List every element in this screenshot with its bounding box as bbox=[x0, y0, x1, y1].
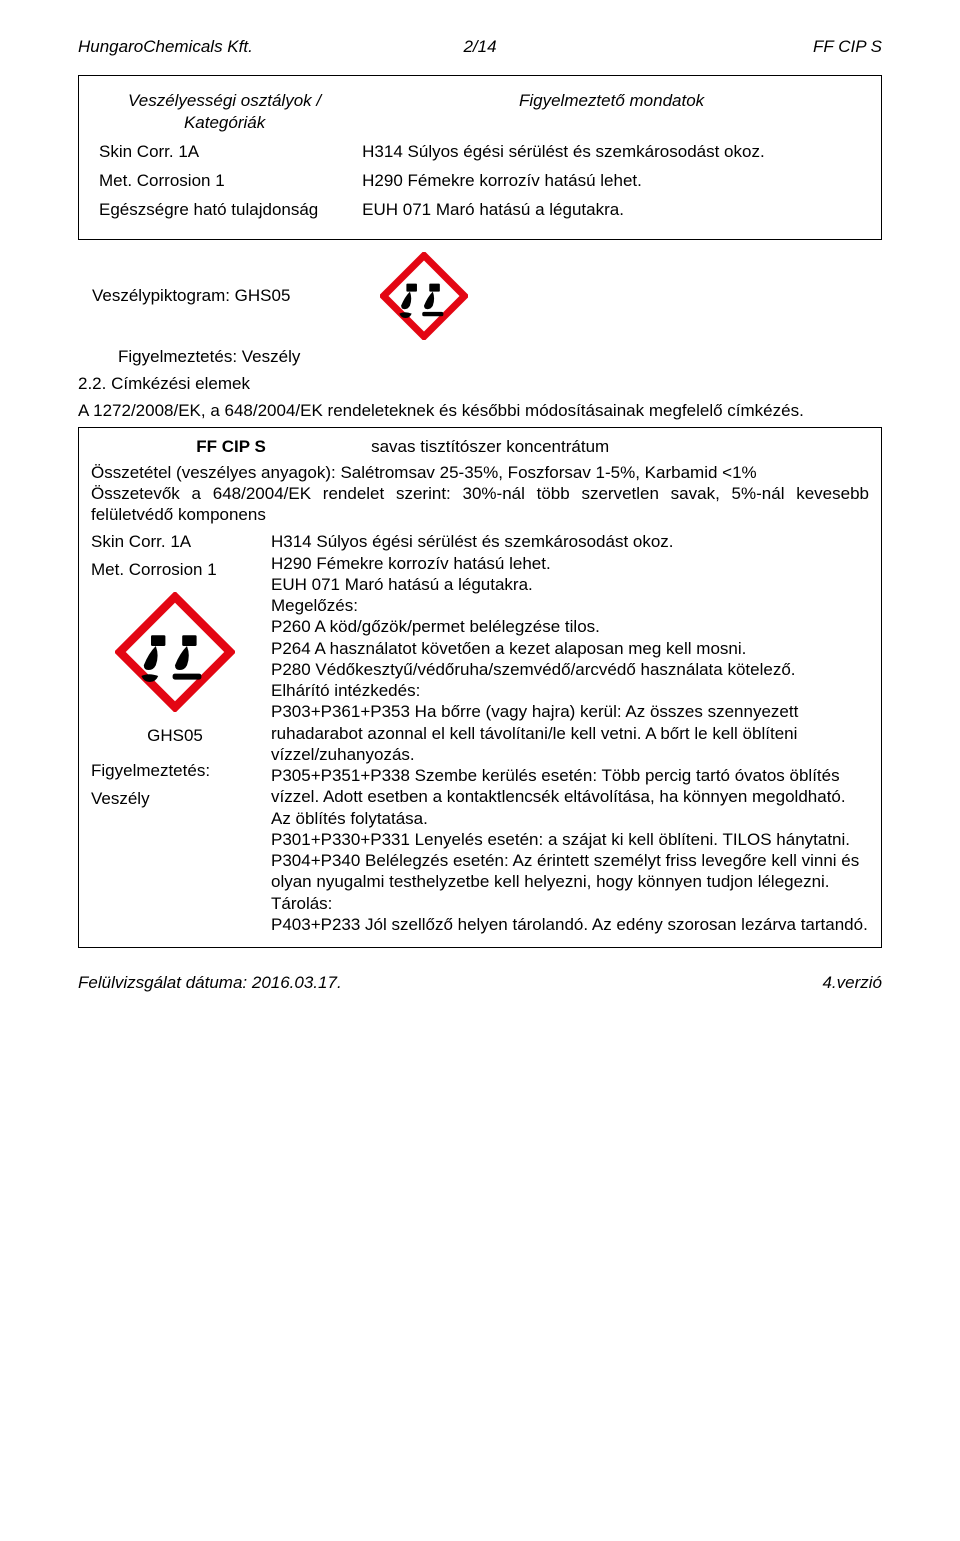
header-product: FF CIP S bbox=[497, 36, 882, 57]
p-p403: P403+P233 Jól szellőző helyen tárolandó.… bbox=[271, 914, 869, 935]
box2-right-column: H314 Súlyos égési sérülést és szemkároso… bbox=[271, 531, 869, 935]
p-p260: P260 A köd/gőzök/permet belélegzése tilo… bbox=[271, 616, 869, 637]
response-heading: Elhárító intézkedés: bbox=[271, 680, 869, 701]
box2-product: FF CIP S bbox=[91, 436, 371, 457]
p-p305: P305+P351+P338 Szembe kerülés esetén: Tö… bbox=[271, 765, 869, 829]
page-footer: Felülvizsgálat dátuma: 2016.03.17. 4.ver… bbox=[78, 972, 882, 993]
hazard-row2-c1: Met. Corrosion 1 bbox=[93, 166, 356, 195]
warning-line: Figyelmeztetés: Veszély bbox=[118, 346, 882, 367]
header-page-number: 2/14 bbox=[463, 36, 496, 57]
prevention-heading: Megelőzés: bbox=[271, 595, 869, 616]
hazard-row3-c2: EUH 071 Maró hatású a légutakra. bbox=[356, 195, 867, 224]
p-h290: H290 Fémekre korrozív hatású lehet. bbox=[271, 553, 869, 574]
hazard-col1-heading: Veszélyességi osztályok / Kategóriák bbox=[93, 86, 356, 137]
p-p280: P280 Védőkesztyű/védőruha/szemvédő/arcvé… bbox=[271, 659, 869, 680]
box2-left-warn-value: Veszély bbox=[91, 788, 150, 809]
box2-ingredients: Összetétel (veszélyes anyagok): Salétrom… bbox=[91, 462, 869, 483]
storage-heading: Tárolás: bbox=[271, 893, 869, 914]
p-p264: P264 A használatot követően a kezet alap… bbox=[271, 638, 869, 659]
p-p304: P304+P340 Belélegzés esetén: Az érintett… bbox=[271, 850, 869, 893]
box2-left-l1: Skin Corr. 1A bbox=[91, 531, 191, 552]
hazard-classes-box: Veszélyességi osztályok / Kategóriák Fig… bbox=[78, 75, 882, 239]
hazard-row1-c2: H314 Súlyos égési sérülést és szemkároso… bbox=[356, 137, 867, 166]
header-company: HungaroChemicals Kft. bbox=[78, 36, 463, 57]
box2-left-warn-label: Figyelmeztetés: bbox=[91, 760, 210, 781]
ghs05-icon bbox=[380, 252, 468, 340]
box2-left-l2: Met. Corrosion 1 bbox=[91, 559, 217, 580]
pictogram-label: Veszélypiktogram: GHS05 bbox=[92, 285, 290, 306]
hazard-col2-heading: Figyelmeztető mondatok bbox=[356, 86, 867, 137]
page-header: HungaroChemicals Kft. 2/14 FF CIP S bbox=[78, 36, 882, 57]
box2-components: Összetevők a 648/2004/EK rendelet szerin… bbox=[91, 483, 869, 526]
footer-left: Felülvizsgálat dátuma: 2016.03.17. bbox=[78, 972, 342, 993]
hazard-table: Veszélyességi osztályok / Kategóriák Fig… bbox=[93, 86, 867, 224]
section-2-2-heading: 2.2. Címkézési elemek bbox=[78, 373, 882, 394]
pictogram-row: Veszélypiktogram: GHS05 bbox=[78, 252, 882, 340]
box2-left-ghs: GHS05 bbox=[91, 725, 259, 746]
ghs05-icon-large bbox=[115, 592, 235, 712]
box2-left-column: Skin Corr. 1A Met. Corrosion 1 bbox=[91, 531, 259, 935]
box2-subtitle: savas tisztítószer koncentrátum bbox=[371, 436, 869, 457]
hazard-row2-c2: H290 Fémekre korrozív hatású lehet. bbox=[356, 166, 867, 195]
p-p303: P303+P361+P353 Ha bőrre (vagy hajra) ker… bbox=[271, 701, 869, 765]
hazard-row3-c1: Egészségre ható tulajdonság bbox=[93, 195, 356, 224]
p-euh071: EUH 071 Maró hatású a légutakra. bbox=[271, 574, 869, 595]
footer-right: 4.verzió bbox=[822, 972, 882, 993]
p-p301: P301+P330+P331 Lenyelés esetén: a szájat… bbox=[271, 829, 869, 850]
section-2-2-body: A 1272/2008/EK, a 648/2004/EK rendeletek… bbox=[78, 400, 882, 421]
hazard-row1-c1: Skin Corr. 1A bbox=[93, 137, 356, 166]
labeling-box: FF CIP S savas tisztítószer koncentrátum… bbox=[78, 427, 882, 948]
p-h314: H314 Súlyos égési sérülést és szemkároso… bbox=[271, 531, 869, 552]
